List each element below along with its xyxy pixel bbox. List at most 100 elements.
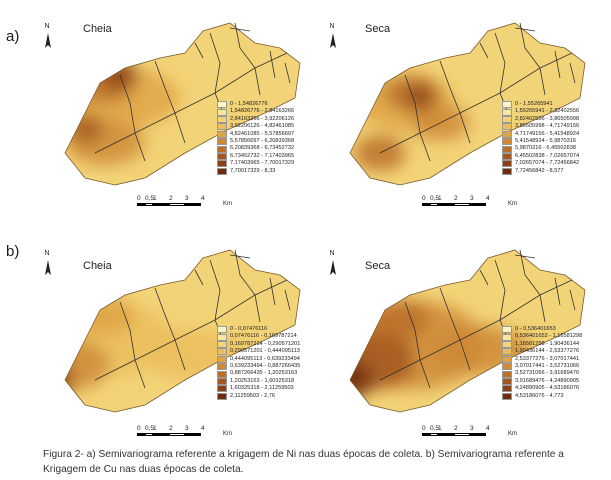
legend-swatch xyxy=(217,340,227,348)
river-line xyxy=(229,254,251,259)
watershed-outline xyxy=(64,249,301,413)
river-line xyxy=(419,132,431,162)
river-line xyxy=(134,132,146,162)
river-line xyxy=(404,74,421,134)
legend-label: 3,86505998 - 4,71749156 xyxy=(515,123,580,130)
legend-entry: 0 - 0,07476116 xyxy=(217,326,300,334)
legend-label: 2,84163266 - 3,92206126 xyxy=(230,115,295,122)
scale-segment xyxy=(153,203,169,206)
legend-entry: 5,41548924 - 5,9870316 xyxy=(502,138,579,146)
legend-entry: 2,53377276 - 3,07017441 xyxy=(502,356,582,363)
legend-swatch xyxy=(217,392,227,400)
map-ni-cheia: N Cheia 0 - 1,54826776 1,54826776 - 2,841… xyxy=(25,3,325,218)
scale-tick: 4 xyxy=(201,195,205,202)
scale-blocks xyxy=(137,433,201,436)
legend-entry: 3,52731066 - 3,91689476 xyxy=(502,370,582,378)
legend-entry: 7,72456842 - 8,577 xyxy=(502,168,579,175)
river-line xyxy=(154,60,176,114)
legend-entry: 1,16581298 - 1,90436144 xyxy=(502,341,582,348)
legend-label: 0 - 1,55265941 xyxy=(515,101,553,107)
river-line xyxy=(459,112,471,144)
scale-segment xyxy=(169,203,185,206)
scale-segment xyxy=(470,433,486,436)
river-line xyxy=(234,22,256,69)
legend-swatch xyxy=(217,123,227,131)
river-line xyxy=(494,32,506,94)
legend-swatch xyxy=(217,108,227,116)
legend-label: 4,24890905 - 4,53186076 xyxy=(515,385,580,392)
river-line xyxy=(554,277,561,306)
north-arrow xyxy=(330,33,336,48)
scale-tick: 4 xyxy=(201,425,205,432)
legend-entry: 4,71749156 - 5,41548924 xyxy=(502,131,579,138)
legend-swatch xyxy=(217,115,227,123)
legend-entry: 3,91689476 - 4,24890905 xyxy=(502,378,582,385)
scale-tick: 3 xyxy=(470,195,474,202)
legend-swatch xyxy=(502,152,512,160)
legend: 0 - 1,55265941 1,55265941 - 2,82402556 2,8… xyxy=(502,101,579,175)
legend-entry: 0,169787214 - 0,290571201 xyxy=(217,341,300,348)
scale-bar: 0 0,5 1 2 3 4 Km xyxy=(422,195,532,207)
river-line xyxy=(284,289,291,311)
legend-label: 3,91689476 - 4,24890905 xyxy=(515,377,580,384)
scale-tick: 2 xyxy=(454,425,458,432)
legend-label: 0 - 0,536401653 xyxy=(515,326,556,332)
scale-segment xyxy=(153,433,169,436)
legend-label: 0,536401653 - 1,16581298 xyxy=(515,333,583,340)
legend-label: 5,9870316 - 6,45502838 xyxy=(515,145,576,152)
legend-label: 7,72456842 - 8,577 xyxy=(515,167,564,174)
legend-label: 2,53377276 - 3,07017441 xyxy=(515,355,580,362)
scale-tick: 2 xyxy=(169,195,173,202)
concentration-zone xyxy=(370,300,430,340)
legend: 0 - 0,536401653 0,536401653 - 1,16581298 1… xyxy=(502,326,582,400)
legend-entry: 5,9870316 - 6,45502838 xyxy=(502,145,579,153)
north-arrow xyxy=(45,33,51,48)
scale-segment xyxy=(185,433,201,436)
scale-tick: 0 xyxy=(137,425,141,432)
concentration-zone xyxy=(65,121,145,165)
legend-swatch xyxy=(502,348,512,356)
legend-entry: 0,444095113 - 0,639233494 xyxy=(217,356,300,363)
legend-label: 2,11259503 - 2,76 xyxy=(230,392,275,399)
legend-label: 3,92206126 - 4,82461085 xyxy=(230,123,295,130)
map-cu-seca: N Seca 0 - 0,536401653 0,536401653 - 1,16… xyxy=(310,230,610,445)
scale-segment xyxy=(470,203,486,206)
legend-label: 1,60325318 - 2,11259503 xyxy=(230,385,294,392)
legend-swatch xyxy=(502,130,512,138)
kriging-map xyxy=(330,249,586,413)
legend-swatch xyxy=(217,152,227,160)
scale-unit: Km xyxy=(223,431,232,437)
legend-label: 6,73452732 - 7,17403965 xyxy=(230,152,295,159)
kriging-map xyxy=(330,22,586,186)
legend-swatch xyxy=(217,326,227,334)
north-label: N xyxy=(329,250,335,257)
river-line xyxy=(254,67,261,96)
scale-tick: 0,5 xyxy=(430,195,440,202)
scale-bar: 0 0,5 1 2 3 4 Km xyxy=(422,425,532,437)
river-line xyxy=(439,287,461,341)
legend-label: 7,17403965 - 7,70017329 xyxy=(230,160,295,167)
legend-label: 0 - 1,54826776 xyxy=(230,101,268,107)
scale-segment xyxy=(145,433,153,436)
river-line xyxy=(569,62,576,84)
river-line xyxy=(479,42,489,59)
river-line xyxy=(379,279,573,381)
legend-label: 1,55265941 - 2,82402556 xyxy=(515,108,580,115)
legend-label: 0,07476116 - 0,169787214 xyxy=(230,333,297,340)
legend-entry: 7,17403965 - 7,70017329 xyxy=(217,160,295,168)
legend-entry: 0,290571201 - 0,444095113 xyxy=(217,348,300,356)
legend: 0 - 1,54826776 1,54826776 - 2,84163266 2,8… xyxy=(217,101,294,175)
scale-tick: 4 xyxy=(486,425,490,432)
scale-tick: 0,5 xyxy=(430,425,440,432)
scale-segment xyxy=(438,433,454,436)
map-title: Cheia xyxy=(83,260,112,272)
legend-swatch xyxy=(502,115,512,123)
scale-segment xyxy=(454,433,470,436)
north-arrow xyxy=(45,260,51,275)
scale-bar: 0 0,5 1 2 3 4 Km xyxy=(137,425,247,437)
legend-entry: 0,887266435 - 1,20253163 xyxy=(217,370,300,378)
scale-segment xyxy=(438,203,454,206)
river-line xyxy=(519,22,541,69)
legend-label: 1,54826776 - 2,84163266 xyxy=(230,108,295,115)
scale-segment xyxy=(185,203,201,206)
